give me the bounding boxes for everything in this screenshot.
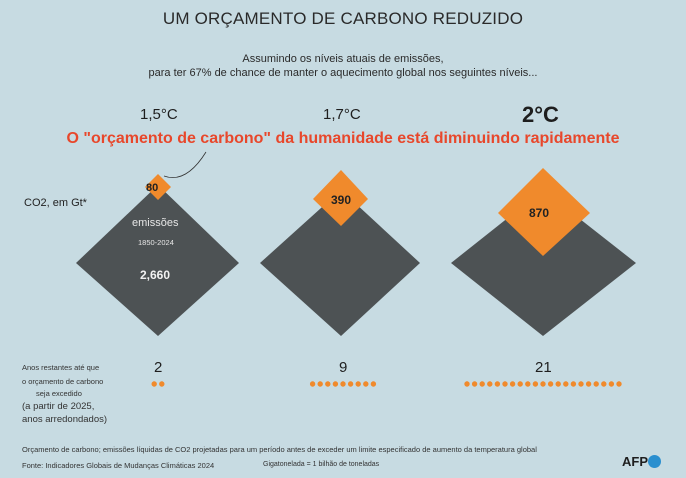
subtitle-line-1: Assumindo os níveis atuais de emissões, <box>242 53 444 65</box>
years-value-3: 21 <box>535 359 552 376</box>
year-dot <box>547 381 554 387</box>
budget-square-1 <box>145 174 171 200</box>
unit-label: CO2, em Gt* <box>24 197 87 209</box>
year-dot <box>309 381 316 387</box>
level-label-1-7: 1,7°C <box>323 106 361 123</box>
subtitle-line-2: para ter 67% de chance de manter o aquec… <box>148 67 538 79</box>
year-dot <box>563 381 569 387</box>
year-dot <box>370 381 377 387</box>
year-dot <box>159 381 165 387</box>
year-dot <box>487 381 493 387</box>
remaining-label-2: o orçamento de carbono <box>22 377 104 386</box>
budget-value-2: 390 <box>331 193 352 207</box>
year-dot <box>332 381 339 387</box>
years-value-2: 9 <box>339 359 348 376</box>
remaining-note-1: (a partir de 2025, <box>22 401 95 412</box>
budget-value-3: 870 <box>529 206 550 220</box>
level-label-1-5: 1,5°C <box>140 106 178 123</box>
year-dot <box>494 381 501 387</box>
remaining-label-1: Anos restantes até que <box>22 363 100 372</box>
year-dot <box>363 381 369 387</box>
afp-logo-dot <box>648 455 661 468</box>
budget-square-2 <box>313 170 368 226</box>
page-title: UM ORÇAMENTO DE CARBONO REDUZIDO <box>162 9 524 28</box>
year-dot <box>593 381 599 387</box>
years-dots-1 <box>151 381 165 387</box>
year-dot <box>525 381 531 387</box>
year-dot <box>509 381 516 387</box>
years-value-1: 2 <box>154 359 163 376</box>
years-dots-2 <box>309 381 377 387</box>
budget-value-1: 80 <box>146 182 159 194</box>
year-dot <box>540 381 546 387</box>
remaining-label-3: seja excedido <box>36 389 82 398</box>
years-dots-3 <box>464 381 622 387</box>
year-dot <box>585 381 592 387</box>
gigatonne-note: Gigatonelada = 1 bilhão de toneladas <box>263 461 380 468</box>
year-dot <box>151 381 157 387</box>
year-dot <box>570 381 577 387</box>
emissions-value: 2,660 <box>140 268 171 282</box>
year-dot <box>347 381 354 387</box>
year-dot <box>608 381 615 387</box>
emissions-square-1 <box>76 185 239 336</box>
year-dot <box>317 381 323 387</box>
year-dot <box>517 381 523 387</box>
emissions-square-3 <box>451 190 636 336</box>
year-dot <box>502 381 508 387</box>
year-dot <box>532 381 539 387</box>
year-dot <box>601 381 607 387</box>
year-dot <box>355 381 361 387</box>
year-dot <box>471 381 478 387</box>
year-dot <box>464 381 470 387</box>
emissions-period: 1850-2024 <box>138 238 174 247</box>
afp-logo: AFP <box>622 454 648 469</box>
year-dot <box>555 381 561 387</box>
year-dot <box>578 381 584 387</box>
headline: O "orçamento de carbono" da humanidade e… <box>66 130 620 147</box>
footnote: Orçamento de carbono; emissões líquidas … <box>22 445 537 454</box>
budget-square-3 <box>498 168 590 256</box>
year-dot <box>325 381 331 387</box>
remaining-note-2: anos arredondados) <box>22 414 108 425</box>
year-dot <box>340 381 346 387</box>
emissions-square-2 <box>260 190 420 336</box>
level-label-2: 2°C <box>522 102 559 127</box>
emissions-label: emissões <box>132 217 179 229</box>
year-dot <box>616 381 622 387</box>
source: Fonte: Indicadores Globais de Mudanças C… <box>22 461 215 470</box>
year-dot <box>479 381 485 387</box>
pointer-arc <box>163 151 207 178</box>
